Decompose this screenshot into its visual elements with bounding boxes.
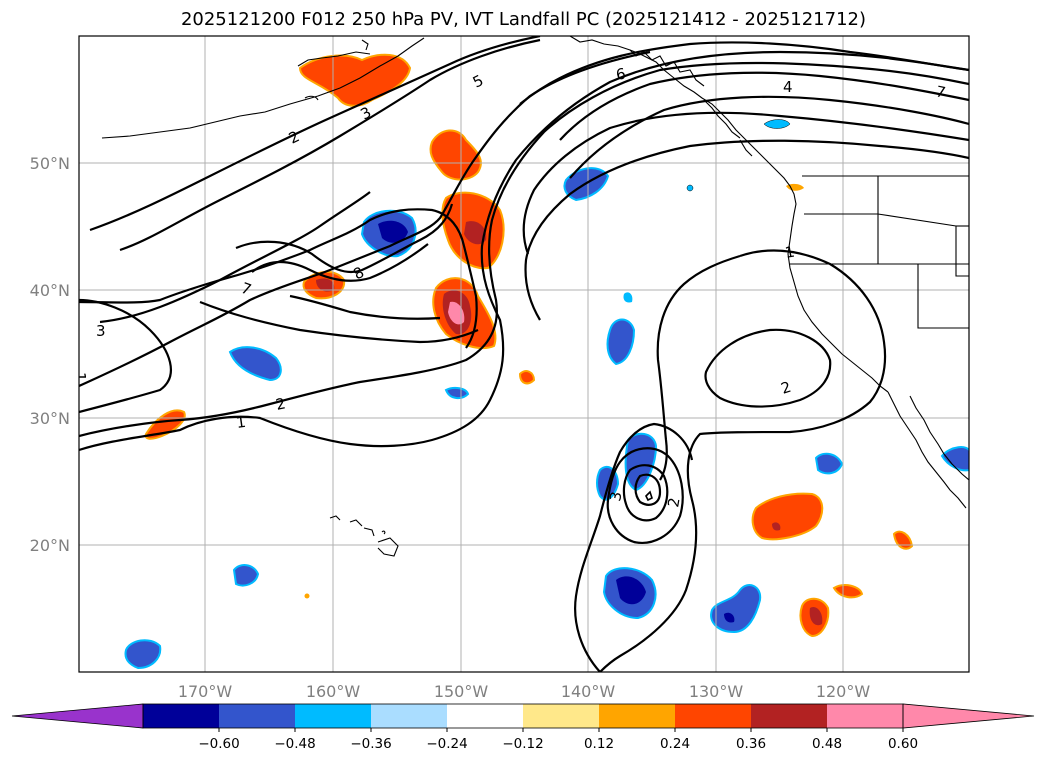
pv-positive-125w-22n bbox=[751, 492, 824, 541]
lat-axis: 50°N 40°N 30°N 20°N bbox=[30, 154, 70, 555]
colorbar-segment bbox=[219, 704, 296, 728]
colorbar-tick-label: 0.24 bbox=[660, 736, 690, 752]
colorbar-segment bbox=[751, 704, 828, 728]
pv-negative-128w-14n bbox=[710, 584, 762, 634]
lon-tick: 130°W bbox=[689, 682, 744, 701]
lat-tick: 20°N bbox=[30, 536, 70, 555]
colorbar-tick-label: −0.24 bbox=[426, 736, 467, 752]
pv-negative-137w-36n bbox=[606, 318, 636, 366]
colorbar-segment bbox=[143, 704, 220, 728]
contour-label: 1 bbox=[71, 372, 89, 382]
contour-label: 7 bbox=[934, 82, 947, 102]
contour-label: 1 bbox=[784, 243, 797, 262]
map-panel: 1 2 3 5 6 7 8 7 3 4 1 2 1 2 3 2 bbox=[71, 36, 969, 672]
pv-negative-175w-12n bbox=[124, 639, 162, 670]
colorbar-tick-label: 0.36 bbox=[736, 736, 766, 752]
colorbar-tick-label: 0.12 bbox=[584, 736, 614, 752]
lon-tick: 160°W bbox=[306, 682, 361, 701]
contour-label: 1 bbox=[235, 413, 247, 432]
colorbar-tick-label: 0.48 bbox=[812, 736, 842, 752]
colorbar-tick-label: −0.60 bbox=[198, 736, 239, 752]
coastlines bbox=[101, 36, 969, 557]
colorbar-segment bbox=[827, 704, 904, 728]
colorbar-tick-label: −0.36 bbox=[350, 736, 391, 752]
contour-label: 6 bbox=[615, 65, 628, 84]
colorbar-extend-max bbox=[902, 703, 1035, 729]
colorbar-segment bbox=[371, 704, 448, 728]
colorbar-segment bbox=[599, 704, 676, 728]
lon-tick: 170°W bbox=[178, 682, 233, 701]
pv-negative-gulf bbox=[763, 119, 791, 129]
map-title: 2025121200 F012 250 hPa PV, IVT Landfall… bbox=[180, 9, 867, 30]
map-frame bbox=[78, 35, 970, 673]
lat-tick: 50°N bbox=[30, 154, 70, 173]
colorbar-extend-min bbox=[11, 703, 144, 729]
lat-tick: 40°N bbox=[30, 281, 70, 300]
lon-tick: 150°W bbox=[434, 682, 489, 701]
colorbar-segment bbox=[675, 704, 752, 728]
colorbar-tick-label: 0.60 bbox=[888, 736, 918, 752]
contour-label: 4 bbox=[783, 78, 793, 96]
lon-tick: 120°W bbox=[816, 682, 871, 701]
colorbar-segment bbox=[523, 704, 600, 728]
pv-contours bbox=[79, 36, 969, 672]
contour-label: 3 bbox=[96, 322, 106, 340]
colorbar-segment bbox=[447, 704, 524, 728]
pv-negative-165w-35n bbox=[228, 346, 282, 382]
contour-label: 3 bbox=[606, 490, 625, 503]
colorbar-segment bbox=[295, 704, 372, 728]
colorbar: −0.60 −0.48 −0.36 −0.24 −0.12 0.12 0.24 0.36 0.4… bbox=[11, 703, 1035, 752]
colorbar-tick-label: −0.12 bbox=[502, 736, 543, 752]
colorbar-tick-label: −0.48 bbox=[274, 736, 315, 752]
lon-tick: 140°W bbox=[561, 682, 616, 701]
contour-label: 2 bbox=[274, 394, 287, 414]
lat-tick: 30°N bbox=[30, 409, 70, 428]
lon-axis: 170°W 160°W 150°W 140°W 130°W 120°W bbox=[178, 682, 871, 701]
contour-label: 2 bbox=[664, 496, 683, 509]
